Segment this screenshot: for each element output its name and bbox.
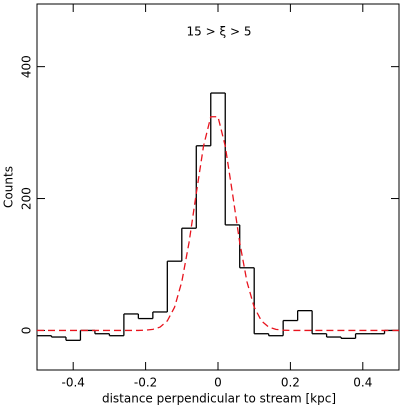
x-tick-label: 0 <box>214 376 222 390</box>
fit-curve <box>37 116 399 332</box>
x-tick-label: -0.2 <box>134 376 157 390</box>
chart-title: 15 > ξ > 5 <box>187 25 252 39</box>
y-axis-label: Counts <box>2 166 16 208</box>
y-tick-label: 0 <box>20 327 34 335</box>
x-axis-label: distance perpendicular to stream [kpc] <box>102 392 336 406</box>
y-tick-label: 200 <box>20 187 34 210</box>
y-tick-label: 400 <box>20 55 34 78</box>
x-tick-label: -0.4 <box>61 376 84 390</box>
plot-frame <box>36 3 400 371</box>
x-tick-label: 0.4 <box>353 376 372 390</box>
x-tick-label: 0.2 <box>281 376 300 390</box>
